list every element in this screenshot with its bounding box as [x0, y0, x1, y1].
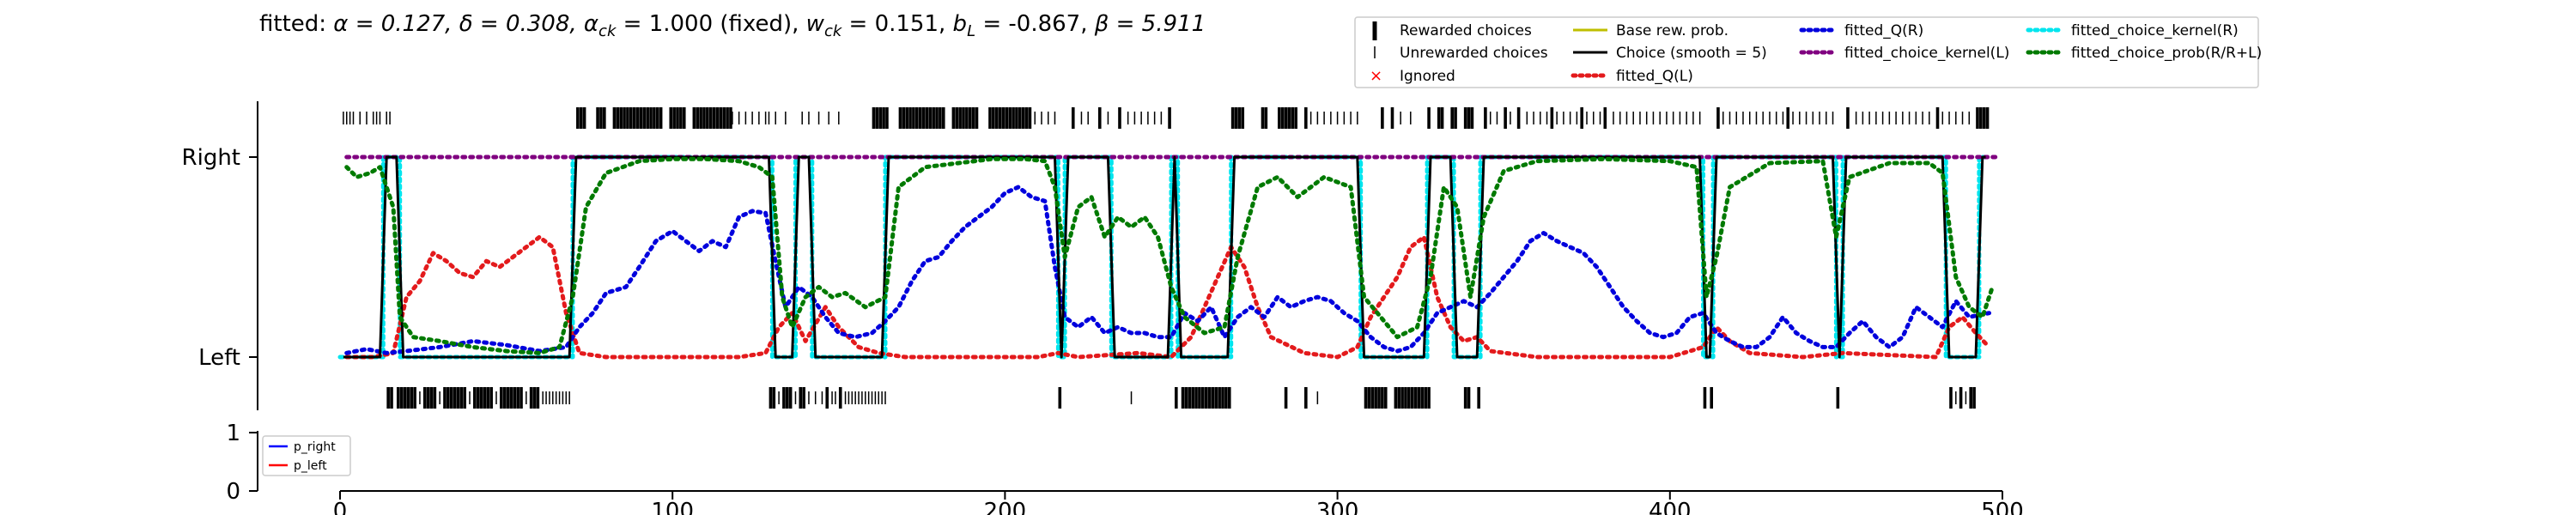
fitted-q-left-line: [344, 234, 1991, 360]
y-tick-label-left: Left: [198, 345, 240, 371]
main-plot: Right Left: [182, 101, 1998, 410]
bottom-y-tick-label-1: 1: [226, 421, 240, 446]
y-tick-label-right: Right: [182, 145, 240, 171]
legend-label-unrewarded: Unrewarded choices: [1400, 45, 1548, 62]
legend-label-ck-r: fitted_choice_kernel(R): [2071, 22, 2239, 39]
legend-swatch-ignored: ×: [1370, 67, 1382, 85]
chart-title: fitted: α = 0.127, δ = 0.308, αck = 1.00…: [259, 11, 1206, 40]
fitted-q-right-line: [344, 185, 1991, 355]
choice-smooth-line: [343, 155, 1986, 359]
legend-label-prob: fitted_choice_prob(R/R+L): [2071, 45, 2262, 62]
legend-label-q-l: fitted_Q(L): [1616, 68, 1693, 85]
bottom-legend-label-p-left: p_left: [294, 459, 327, 473]
fitted-choice-kernel-right-line: [337, 154, 1991, 360]
legend-label-q-r: fitted_Q(R): [1844, 22, 1923, 39]
legend: Rewarded choices Unrewarded choices × Ig…: [1354, 16, 2262, 88]
series-lines: [337, 154, 1998, 360]
legend-label-rewarded: Rewarded choices: [1400, 22, 1532, 39]
bottom-y-tick-label-0: 0: [226, 479, 240, 505]
x-tick-label: 200: [984, 499, 1027, 515]
legend-label-base-rew: Base rew. prob.: [1616, 22, 1728, 39]
legend-label-choice: Choice (smooth = 5): [1616, 45, 1767, 62]
bottom-plot: 1 0 0 100 200 300 400 500 p_right p_left: [226, 421, 2023, 515]
x-ticks: 0 100 200 300 400 500: [333, 491, 2024, 515]
x-tick-label: 0: [333, 499, 348, 515]
x-tick-label: 300: [1316, 499, 1359, 515]
x-tick-label: 400: [1649, 499, 1692, 515]
right-choice-marks: [343, 107, 1990, 129]
left-choice-marks: [386, 387, 1976, 409]
x-tick-label: 500: [1981, 499, 2024, 515]
x-tick-label: 100: [651, 499, 694, 515]
legend-label-ck-l: fitted_choice_kernel(L): [1844, 45, 2009, 62]
fitted-choice-prob-line: [344, 156, 1995, 355]
legend-label-ignored: Ignored: [1400, 68, 1455, 85]
bottom-legend-label-p-right: p_right: [294, 440, 336, 454]
